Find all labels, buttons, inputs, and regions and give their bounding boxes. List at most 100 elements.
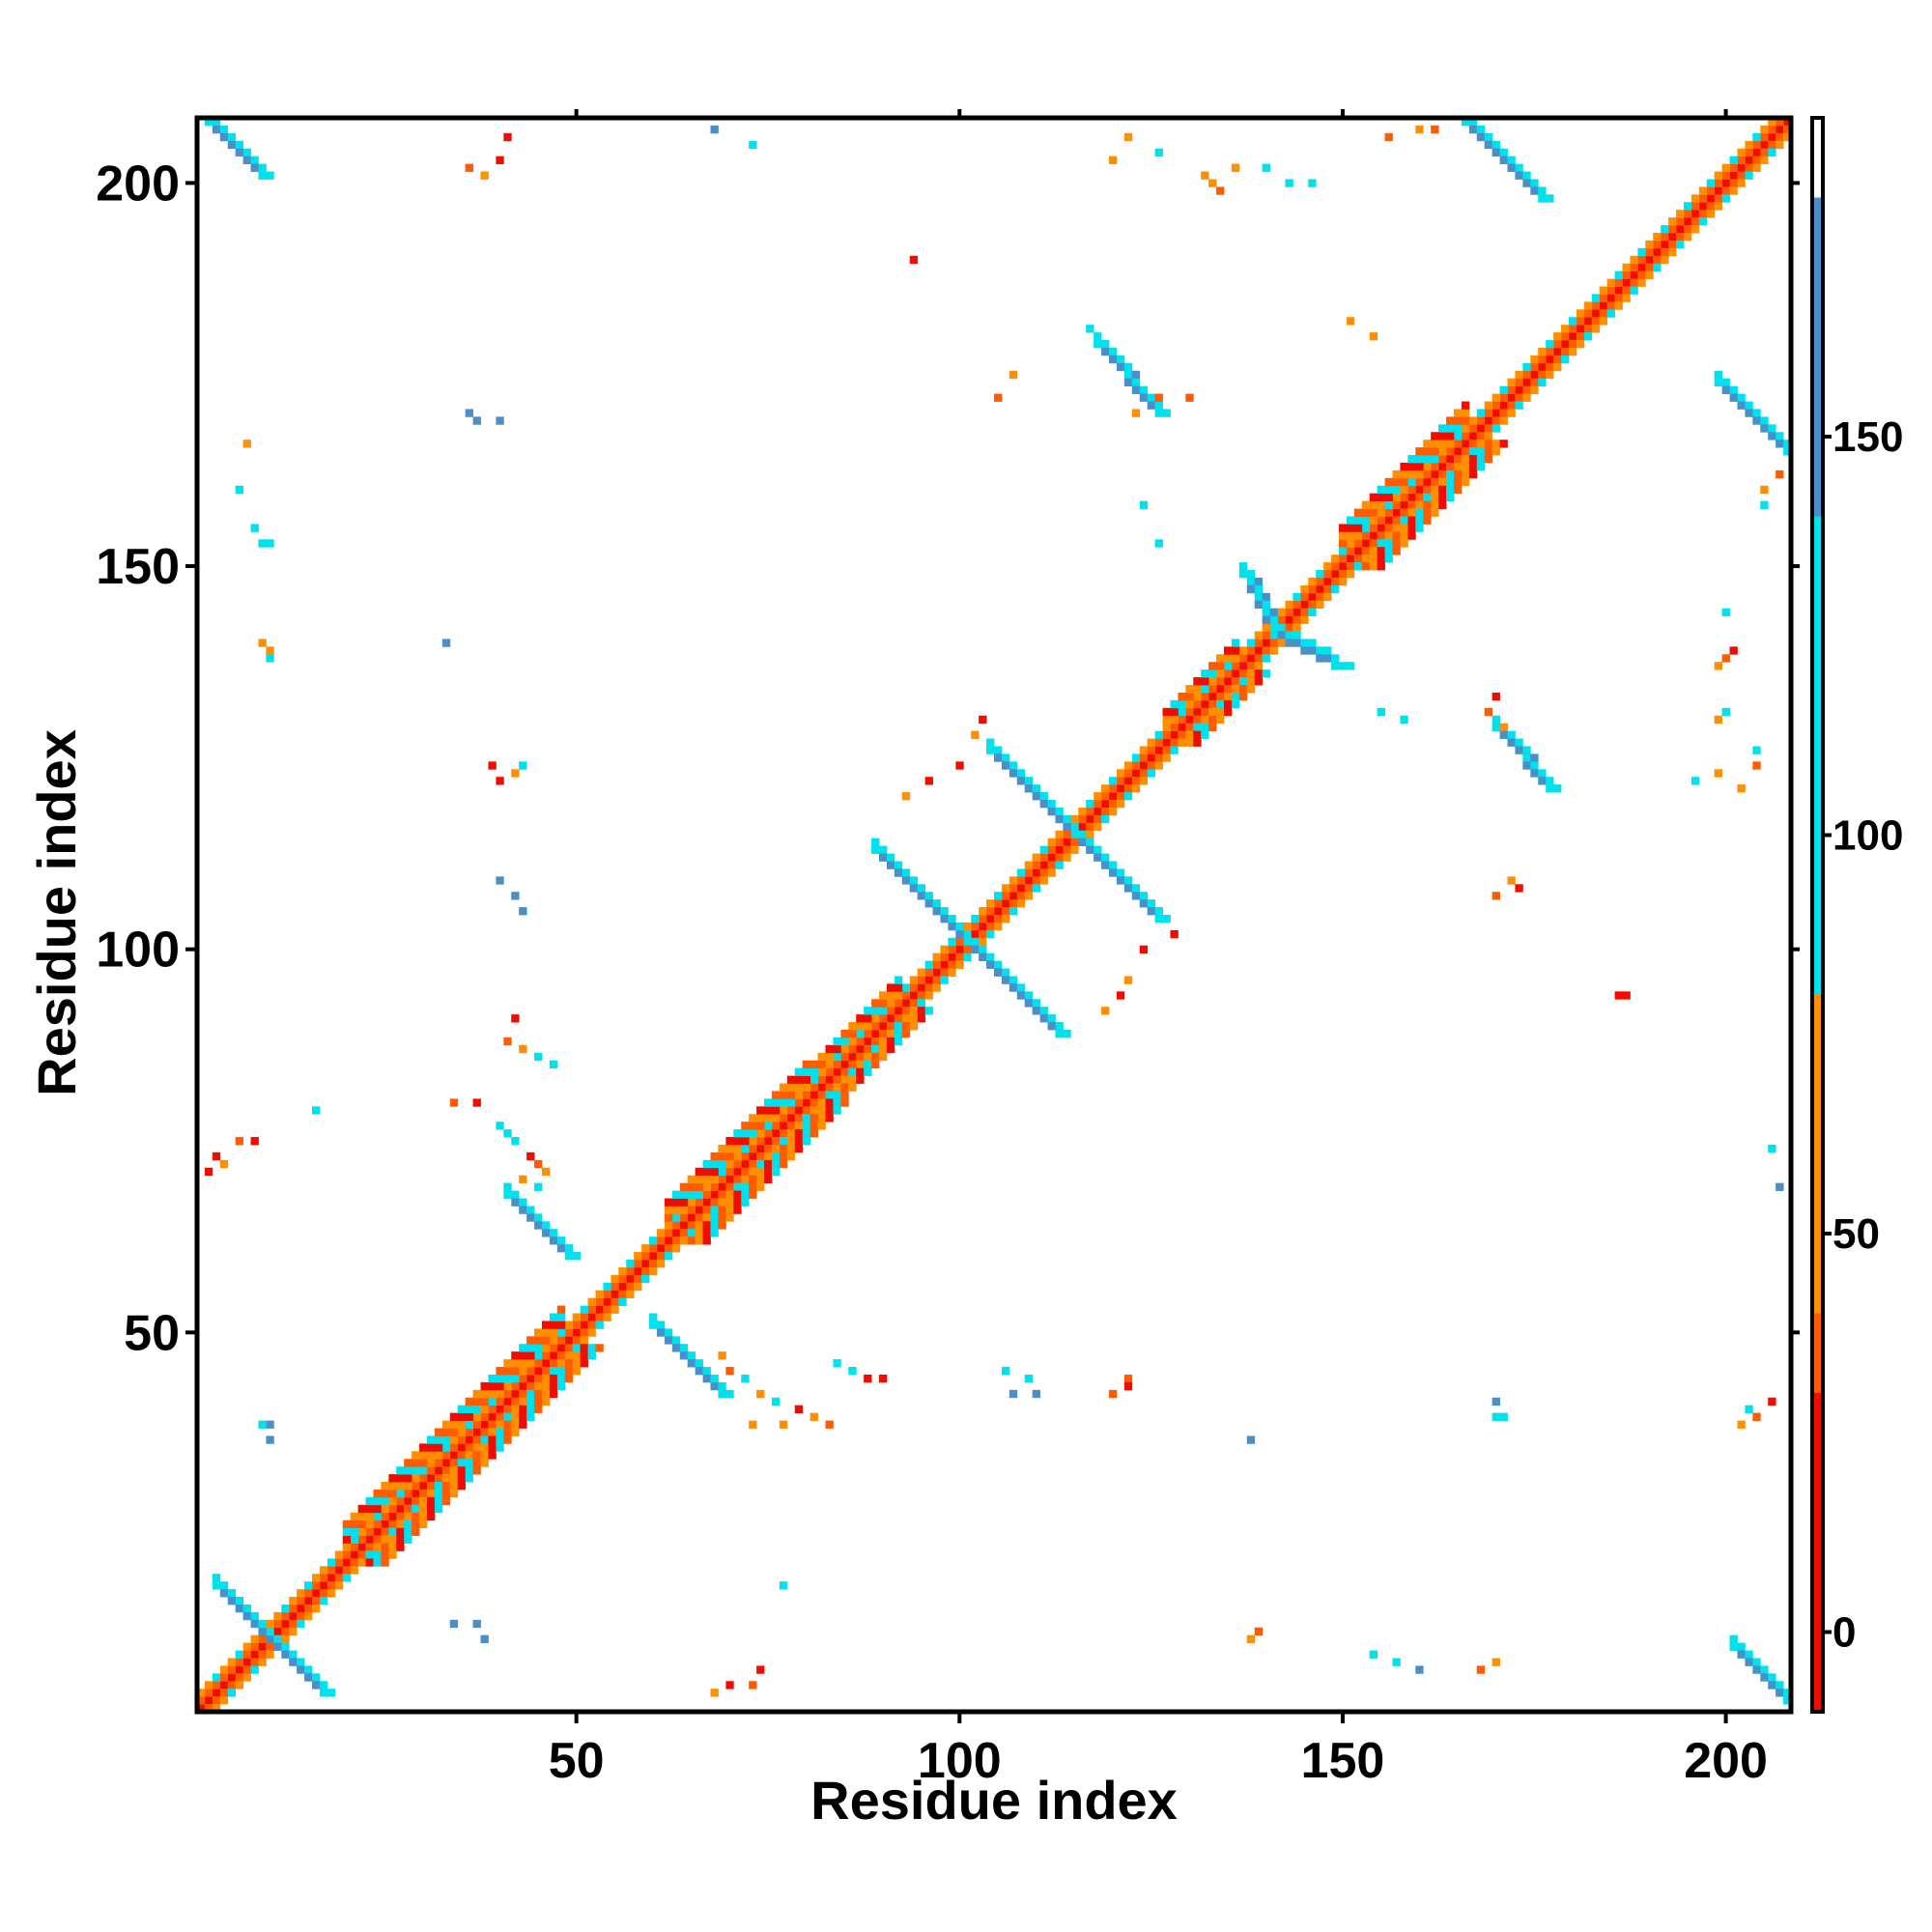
heatmap-cell	[948, 968, 956, 977]
heatmap-cell	[1223, 707, 1233, 717]
heatmap-cell	[1323, 584, 1332, 594]
heatmap-cell	[472, 1405, 481, 1414]
heatmap-cell	[963, 922, 972, 931]
heatmap-cell	[817, 1075, 826, 1084]
heatmap-cell	[710, 1159, 719, 1169]
heatmap-cell	[1752, 409, 1761, 417]
heatmap-cell	[1139, 500, 1149, 509]
heatmap-cell	[749, 1420, 757, 1429]
heatmap-cell	[1484, 455, 1493, 464]
heatmap-cell	[1484, 409, 1493, 417]
heatmap-cell	[695, 1182, 703, 1191]
heatmap-cell	[465, 409, 473, 417]
heatmap-cell	[580, 1305, 588, 1314]
heatmap-cell	[1438, 477, 1447, 487]
heatmap-cell	[1415, 500, 1424, 509]
heatmap-cell	[886, 1007, 895, 1015]
y-axis-title: Residue index	[26, 729, 87, 1096]
heatmap-cell	[1546, 370, 1554, 380]
heatmap-cell	[1101, 340, 1110, 349]
heatmap-cell	[656, 1328, 666, 1337]
heatmap-cell	[1293, 592, 1301, 602]
heatmap-cell	[1745, 148, 1753, 157]
heatmap-cell	[1154, 907, 1163, 916]
heatmap-cell	[733, 1129, 742, 1138]
heatmap-cell	[1721, 163, 1730, 172]
heatmap-cell	[671, 1213, 681, 1222]
heatmap-cell	[541, 1351, 551, 1360]
heatmap-cell	[457, 1443, 467, 1452]
heatmap-cell	[1223, 699, 1233, 709]
heatmap-cell	[1139, 385, 1149, 394]
heatmap-cell	[258, 1658, 267, 1666]
heatmap-cell	[1016, 899, 1026, 908]
heatmap-cell	[1676, 232, 1685, 242]
colorbar-tick-label: 100	[1833, 812, 1903, 860]
heatmap-cell	[1094, 822, 1102, 832]
heatmap-cell	[472, 1389, 481, 1399]
heatmap-cell	[1407, 493, 1416, 502]
heatmap-cell	[526, 1381, 535, 1391]
heatmap-cell	[702, 1367, 711, 1376]
heatmap-cell	[465, 1451, 473, 1460]
heatmap-cell	[756, 1151, 765, 1161]
heatmap-cell	[1729, 385, 1738, 394]
heatmap-cell	[1024, 991, 1034, 1000]
heatmap-cell	[1308, 639, 1317, 647]
heatmap-cell	[1216, 685, 1225, 694]
heatmap-cell	[810, 1122, 818, 1130]
heatmap-cell	[1208, 677, 1217, 686]
heatmap-cell	[702, 1182, 711, 1191]
heatmap-cell	[1123, 761, 1133, 770]
heatmap-cell	[825, 1052, 834, 1062]
heatmap-cell	[1729, 646, 1738, 655]
heatmap-cell	[1331, 577, 1340, 586]
heatmap-cell	[572, 1328, 582, 1337]
heatmap-cell	[979, 922, 987, 931]
heatmap-cell	[311, 1681, 321, 1690]
heatmap-cell	[1645, 270, 1654, 279]
heatmap-cell	[357, 1512, 366, 1521]
heatmap-cell	[519, 1367, 527, 1376]
heatmap-cell	[412, 1466, 420, 1475]
heatmap-cell	[1123, 370, 1133, 380]
heatmap-cell	[289, 1604, 298, 1613]
heatmap-cell	[1476, 125, 1486, 134]
heatmap-cell	[817, 1083, 826, 1092]
heatmap-cell	[756, 1122, 765, 1130]
heatmap-cell	[457, 1459, 467, 1467]
heatmap-cell	[1055, 1029, 1064, 1038]
heatmap-cell	[281, 1650, 290, 1659]
heatmap-cell	[948, 945, 956, 954]
heatmap-cell	[572, 1313, 582, 1321]
heatmap-cell	[802, 1075, 811, 1084]
heatmap-cell	[1438, 455, 1447, 464]
heatmap-cell	[1415, 493, 1424, 502]
heatmap-cell	[1461, 440, 1470, 448]
heatmap-cell	[879, 1007, 888, 1015]
heatmap-cell	[511, 1389, 520, 1399]
heatmap-cell	[718, 1175, 726, 1184]
heatmap-cell	[1293, 608, 1301, 617]
heatmap-cell	[449, 1443, 459, 1452]
heatmap-cell	[235, 1137, 243, 1146]
heatmap-cell	[1377, 500, 1385, 509]
heatmap-cell	[511, 892, 520, 900]
heatmap-cell	[1047, 1014, 1056, 1023]
heatmap-cell	[381, 1496, 389, 1506]
heatmap-cell	[664, 1252, 673, 1261]
y-tick-label: 50	[124, 1305, 180, 1361]
heatmap-cell	[381, 1550, 389, 1559]
heatmap-cell	[1308, 600, 1317, 610]
heatmap-cell	[297, 1597, 305, 1605]
heatmap-cell	[1131, 385, 1141, 394]
heatmap-cell	[1323, 577, 1332, 586]
heatmap-cell	[1530, 370, 1539, 380]
heatmap-cell	[496, 1367, 504, 1376]
heatmap-cell	[534, 1052, 543, 1062]
heatmap-cell	[1415, 455, 1424, 464]
heatmap-cell	[1162, 746, 1171, 754]
heatmap-cell	[1446, 493, 1455, 502]
heatmap-cell	[1269, 631, 1278, 639]
heatmap-cell	[1246, 669, 1256, 678]
